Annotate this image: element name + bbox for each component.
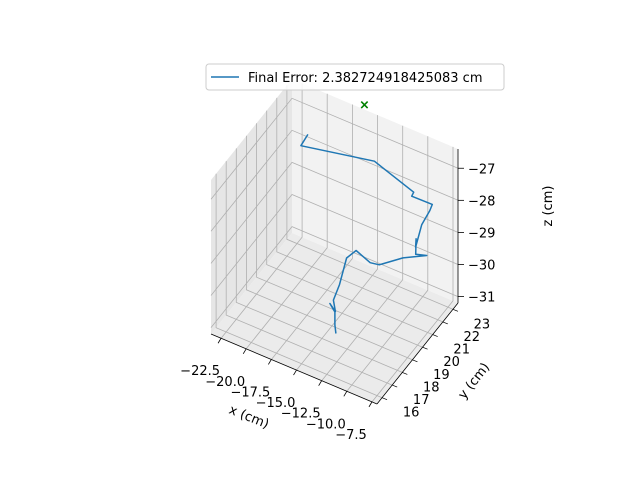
y-tick-mark bbox=[402, 372, 408, 375]
y-tick-mark bbox=[381, 397, 388, 401]
x-tick-label: −7.5 bbox=[335, 428, 367, 443]
x-tick-mark bbox=[368, 401, 373, 408]
z-axis-label: z (cm) bbox=[541, 186, 556, 227]
y-tick-label: 20 bbox=[443, 355, 460, 370]
z-axis-ticks: −31 −30 −29 −28 −27 bbox=[458, 162, 495, 306]
x-tick-mark bbox=[217, 338, 222, 344]
marker-point bbox=[360, 101, 369, 109]
legend-entry-label: Final Error: 2.382724918425083 cm bbox=[248, 71, 482, 86]
y-tick-mark bbox=[442, 321, 448, 325]
z-tick-label: −30 bbox=[468, 259, 495, 274]
y-tick-label: 16 bbox=[403, 406, 420, 421]
trajectory-line bbox=[300, 134, 434, 334]
x-tick-mark bbox=[343, 391, 348, 397]
y-tick-mark bbox=[392, 384, 398, 388]
grid-line-z bbox=[210, 226, 459, 328]
grid-lines bbox=[210, 83, 459, 403]
z-tick-label: −27 bbox=[468, 162, 495, 177]
y-tick-mark bbox=[422, 346, 428, 350]
z-tick-label: −28 bbox=[468, 194, 495, 209]
legend: Final Error: 2.382724918425083 cm bbox=[205, 63, 505, 91]
y-axis-line bbox=[376, 302, 459, 405]
y-tick-label: 18 bbox=[423, 380, 440, 395]
y-tick-label: 22 bbox=[464, 330, 481, 345]
y-tick-label: 23 bbox=[474, 317, 491, 332]
grid-line-z bbox=[210, 194, 459, 296]
axis-lines bbox=[210, 149, 459, 405]
y-tick-mark bbox=[412, 359, 418, 363]
x-axis-ticks: −22.5−20.0−17.5−15.0−12.5−10.0−7.5 bbox=[180, 338, 373, 443]
y-tick-mark bbox=[452, 308, 459, 312]
y-tick-label: 17 bbox=[413, 393, 430, 408]
x-tick-label: −17.5 bbox=[230, 386, 270, 401]
x-tick-label: −10.0 bbox=[306, 417, 346, 432]
y-tick-label: 19 bbox=[433, 368, 450, 383]
x-tick-mark bbox=[242, 348, 247, 355]
marker-stroke bbox=[360, 101, 369, 109]
x-tick-label: −22.5 bbox=[180, 364, 220, 379]
x-tick-label: −12.5 bbox=[281, 407, 321, 422]
x-tick-label: −15.0 bbox=[256, 396, 296, 411]
data-series bbox=[300, 101, 434, 334]
grid-line-z bbox=[210, 161, 459, 264]
z-tick-label: −29 bbox=[468, 226, 495, 241]
legend-box bbox=[205, 63, 505, 91]
y-tick-mark bbox=[432, 334, 438, 337]
x-tick-label: −20.0 bbox=[205, 375, 245, 390]
z-tick-label: −31 bbox=[468, 291, 495, 306]
grid-line-z bbox=[210, 97, 459, 200]
grid-line-z bbox=[210, 129, 459, 232]
x-tick-mark bbox=[318, 380, 323, 386]
x-axis-line bbox=[210, 333, 378, 405]
x-tick-mark bbox=[268, 359, 272, 365]
x-tick-mark bbox=[293, 369, 297, 376]
y-tick-label: 21 bbox=[453, 343, 470, 358]
